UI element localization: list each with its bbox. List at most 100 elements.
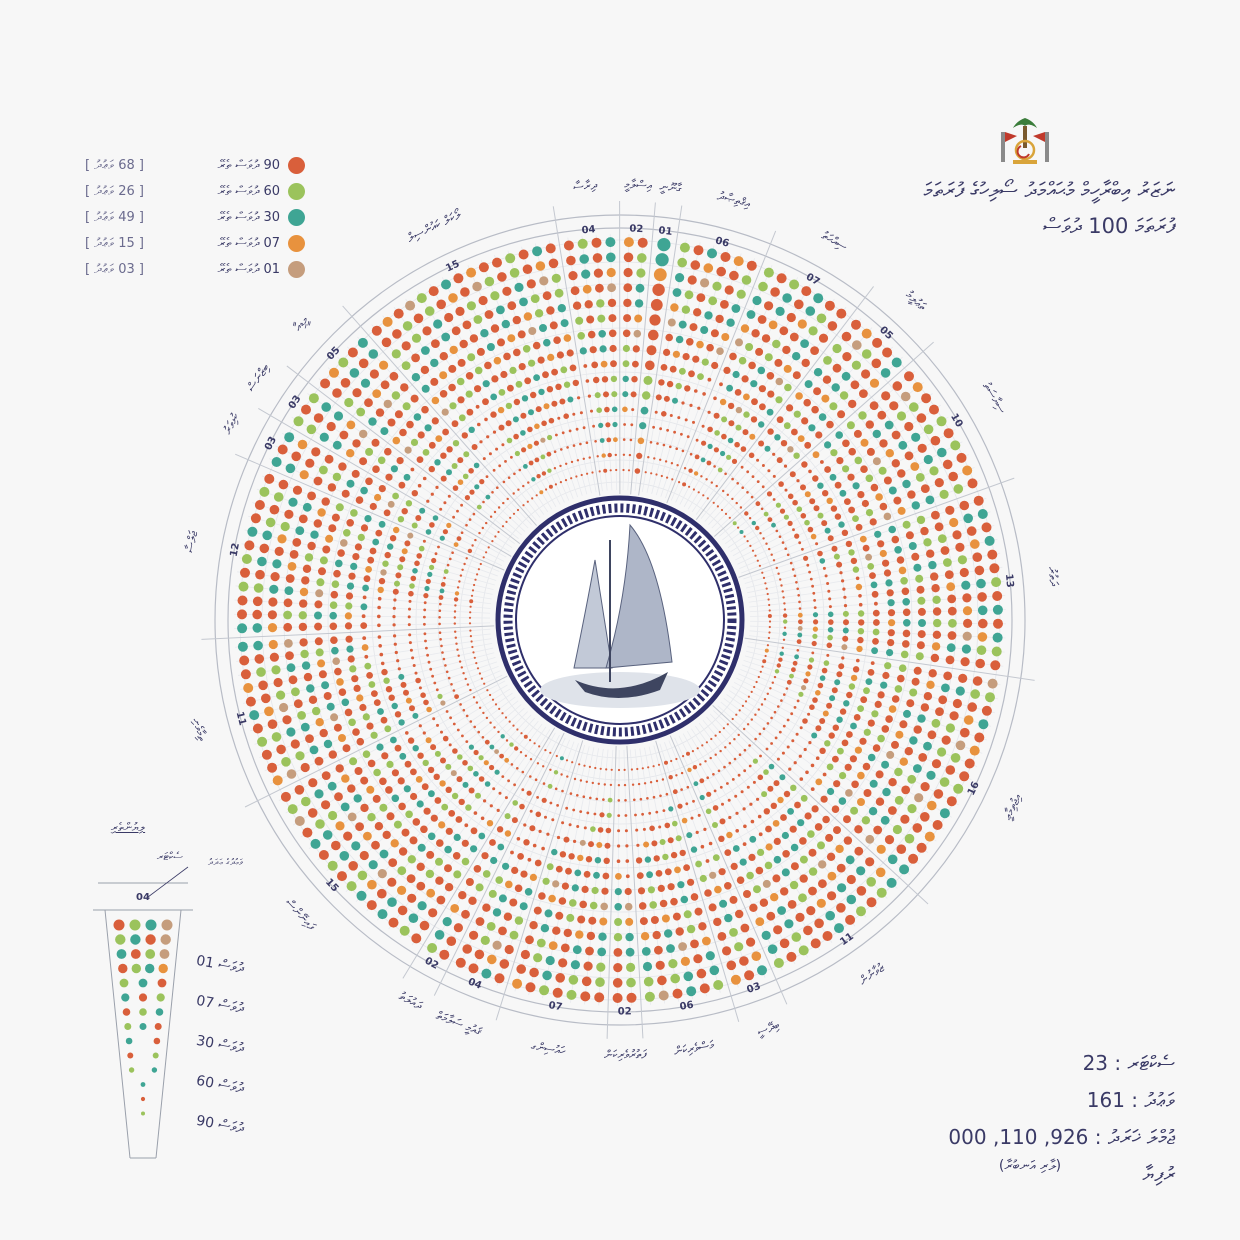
- pledge-dot: [434, 459, 441, 466]
- pledge-dot: [811, 584, 814, 588]
- pledge-dot: [444, 864, 452, 873]
- pledge-dot: [804, 441, 812, 449]
- sector-19: [237, 473, 482, 634]
- pledge-dot: [779, 578, 782, 581]
- pledge-dot: [760, 507, 764, 511]
- pledge-dot: [421, 346, 430, 355]
- pledge-dot: [283, 622, 293, 632]
- pledge-dot: [869, 518, 877, 526]
- pledge-dot: [931, 759, 942, 769]
- pledge-dot: [510, 763, 514, 766]
- pledge-dot: [615, 873, 622, 880]
- pledge-dot: [614, 918, 623, 926]
- pledge-dot: [469, 611, 472, 614]
- pledge-dot: [326, 421, 336, 432]
- sector-divider: [638, 205, 683, 496]
- pledge-dot: [412, 712, 419, 719]
- pledge-dot: [713, 980, 724, 990]
- pledge-dot: [259, 486, 270, 497]
- pledge-dot: [752, 295, 762, 306]
- pledge-dot: [716, 505, 720, 508]
- pledge-dot: [312, 706, 321, 716]
- pledge-dot: [810, 787, 815, 791]
- pledge-dot: [393, 634, 397, 638]
- pledge-dot: [308, 778, 318, 788]
- pledge-dot: [826, 582, 830, 585]
- pledge-dot: [476, 347, 485, 356]
- pledge-dot: [529, 967, 539, 978]
- pledge-dot: [707, 443, 713, 449]
- pledge-dot: [343, 529, 351, 537]
- pledge-dot: [796, 649, 800, 652]
- pledge-dot: [333, 569, 341, 578]
- pledge-dot: [330, 636, 338, 644]
- pledge-dot: [657, 975, 667, 986]
- pledge-dot: [399, 556, 406, 563]
- pledge-dot: [490, 393, 498, 401]
- pledge-dot: [985, 692, 995, 703]
- pledge-dot: [750, 819, 755, 824]
- pledge-dot: [469, 605, 472, 608]
- pledge-dot: [920, 703, 930, 712]
- pledge-dot: [881, 725, 890, 733]
- pledge-dot: [656, 442, 659, 445]
- pledge-dot: [714, 734, 717, 737]
- pledge-dot: [446, 522, 452, 529]
- pledge-dot: [590, 409, 593, 413]
- pledge-dot: [614, 453, 617, 457]
- pledge-dot: [680, 956, 691, 967]
- pledge-dot: [424, 585, 430, 592]
- pledge-dot: [803, 678, 809, 684]
- pledge-dot: [514, 450, 521, 457]
- pledge-dot: [439, 352, 448, 361]
- pledge-dot: [808, 326, 818, 336]
- pledge-dot: [796, 587, 799, 591]
- pledge-dot: [856, 645, 863, 653]
- pledge-dot: [452, 485, 459, 491]
- pledge-dot: [987, 549, 998, 560]
- pledge-dot: [582, 457, 585, 460]
- pledge-dot: [974, 732, 985, 743]
- pledge-dot: [625, 874, 630, 879]
- pledge-dot: [644, 471, 647, 474]
- pledge-dot: [623, 768, 626, 772]
- pledge-dot: [328, 750, 337, 759]
- pledge-dot: [622, 329, 631, 338]
- pledge-dot: [865, 678, 873, 685]
- pledge-dot: [498, 707, 501, 711]
- pledge-dot: [268, 597, 278, 607]
- pledge-dot: [478, 776, 485, 782]
- pledge-dot: [559, 464, 562, 468]
- pledge-dot: [808, 657, 815, 663]
- pledge-dot: [458, 660, 462, 663]
- pledge-dot: [544, 749, 547, 752]
- pledge-dot: [517, 853, 524, 860]
- pledge-dot: [783, 626, 787, 629]
- legend-swatch: [288, 234, 305, 252]
- pledge-dot: [918, 619, 926, 627]
- pledge-dot: [616, 859, 621, 863]
- pledge-dot: [611, 391, 618, 398]
- pledge-dot: [582, 284, 592, 294]
- pledge-dot: [763, 698, 767, 701]
- pledge-dot: [393, 526, 400, 534]
- pledge-dot: [458, 580, 461, 583]
- pledge-dot: [824, 740, 831, 747]
- pledge-dot: [859, 737, 867, 745]
- pledge-dot: [596, 299, 605, 308]
- pledge-dot: [970, 539, 980, 549]
- pledge-dot: [491, 698, 495, 701]
- pledge-dot: [686, 435, 690, 439]
- pledge-dot: [448, 383, 456, 392]
- pledge-dot: [503, 912, 513, 921]
- pledge-dot: [943, 428, 954, 439]
- pledge-dot: [854, 846, 864, 856]
- pledge-dot: [456, 648, 459, 651]
- pledge-dot: [690, 939, 699, 949]
- pledge-dot: [405, 300, 416, 311]
- pledge-dot: [632, 360, 639, 368]
- pledge-dot: [329, 601, 338, 609]
- pledge-dot: [926, 770, 936, 780]
- pledge-dot: [765, 542, 768, 545]
- pledge-dot: [472, 281, 482, 292]
